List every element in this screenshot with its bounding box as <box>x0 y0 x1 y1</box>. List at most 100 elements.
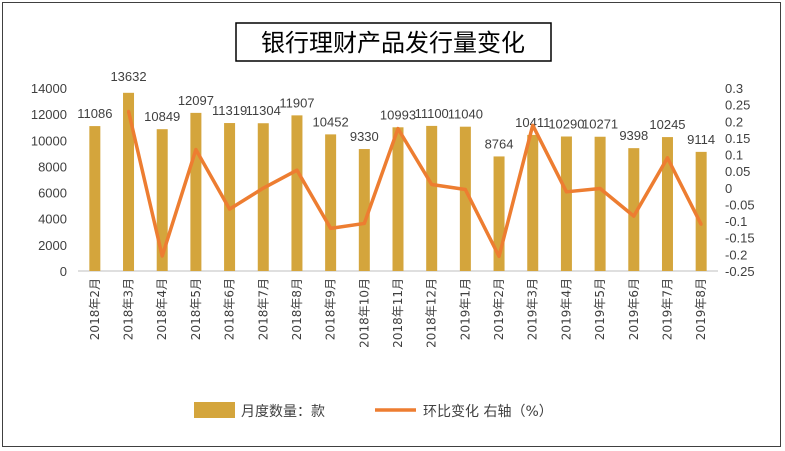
left-tick-label: 8000 <box>38 159 67 174</box>
bar-data-label: 11319 <box>212 103 247 118</box>
bar-data-label: 11907 <box>279 95 314 110</box>
bar <box>392 127 404 271</box>
bar <box>123 92 135 271</box>
bar-data-label: 11040 <box>448 107 483 122</box>
line-point <box>362 221 366 225</box>
bar <box>493 156 505 271</box>
bar-data-label: 10411 <box>515 115 550 130</box>
right-tick-label: -0.15 <box>725 231 755 246</box>
line-point <box>564 190 568 194</box>
bar-data-label: 11304 <box>246 103 281 118</box>
chart-frame: 银行理财产品发行量变化 0 2000 4000 6000 8000 10000 12000 1… <box>2 2 781 447</box>
bar-series <box>89 92 707 272</box>
line-point <box>463 187 467 191</box>
bar <box>190 112 202 271</box>
bar <box>224 123 236 272</box>
line-point <box>228 207 232 211</box>
x-tick-label: 2018年4月 <box>155 278 169 340</box>
line-point <box>598 186 602 190</box>
line-point <box>295 168 299 172</box>
x-tick-label: 2019年7月 <box>660 278 674 340</box>
bar-data-label: 11100 <box>415 106 449 121</box>
line-point <box>160 254 164 258</box>
bar-data-label: 13632 <box>110 69 146 84</box>
right-tick-label: 0.3 <box>725 81 743 96</box>
legend-bar-label: 月度数量：款 <box>241 404 325 420</box>
bar <box>459 126 471 271</box>
line-point <box>665 156 669 160</box>
bar <box>257 123 269 271</box>
x-axis-labels: 2018年2月 2018年3月 2018年4月 2018年5月 2018年6月 2018年… <box>88 278 708 348</box>
x-tick-label: 2019年1月 <box>458 278 472 340</box>
right-tick-label: 0.15 <box>725 131 750 146</box>
bar <box>628 148 640 271</box>
left-tick-label: 10000 <box>31 133 67 148</box>
chart-title-box: 银行理财产品发行量变化 <box>235 22 552 62</box>
x-tick-label: 2019年3月 <box>526 278 540 340</box>
bar-data-label: 9398 <box>619 128 648 143</box>
bar-data-label: 9114 <box>687 132 715 147</box>
bar <box>426 125 438 272</box>
legend-line-label: 环比变化 右轴（%） <box>423 404 553 420</box>
bar-data-label: 10849 <box>144 109 180 124</box>
bar-data-label: 10271 <box>582 117 618 132</box>
bar <box>594 136 606 271</box>
right-tick-label: -0.2 <box>725 247 747 262</box>
bar-data-label: 10290 <box>548 116 584 131</box>
left-tick-label: 0 <box>60 264 67 279</box>
x-tick-label: 2019年4月 <box>559 278 573 340</box>
left-tick-label: 6000 <box>38 186 67 201</box>
bar <box>89 126 101 271</box>
legend-bar-swatch <box>194 402 235 418</box>
bar <box>325 134 337 271</box>
bar-data-label: 8764 <box>485 136 514 151</box>
left-tick-label: 4000 <box>38 212 67 227</box>
line-point <box>329 226 333 230</box>
line-point <box>127 109 131 113</box>
left-tick-label: 2000 <box>38 238 67 253</box>
right-tick-label: -0.05 <box>725 197 755 212</box>
right-tick-label: 0.25 <box>725 98 750 113</box>
x-tick-label: 2018年9月 <box>324 278 338 340</box>
right-tick-label: 0.1 <box>725 148 743 163</box>
x-tick-label: 2018年12月 <box>425 278 439 348</box>
bar-data-label: 12097 <box>178 93 214 108</box>
bar-data-label: 9330 <box>350 129 379 144</box>
line-point <box>497 254 501 258</box>
bar-data-label: 10452 <box>313 114 349 129</box>
line-series <box>126 109 703 259</box>
x-tick-label: 2018年10月 <box>357 278 371 348</box>
bar-data-label: 11086 <box>77 106 112 121</box>
x-tick-label: 2018年8月 <box>290 278 304 340</box>
bar <box>661 137 673 271</box>
line-point <box>699 222 703 226</box>
legend: 月度数量：款 环比变化 右轴（%） <box>194 402 553 420</box>
x-tick-label: 2018年11月 <box>391 278 405 348</box>
line-point <box>194 148 198 152</box>
right-tick-label: 0.2 <box>725 114 743 129</box>
bar <box>560 136 572 271</box>
left-tick-label: 14000 <box>31 81 67 96</box>
bar-data-label: 10993 <box>380 107 416 122</box>
x-tick-label: 2018年2月 <box>88 278 102 340</box>
right-tick-label: 0.05 <box>725 164 750 179</box>
right-tick-label: 0 <box>725 181 732 196</box>
x-tick-label: 2019年5月 <box>593 278 607 340</box>
x-tick-label: 2019年2月 <box>492 278 506 340</box>
bar <box>527 134 539 271</box>
x-tick-label: 2019年8月 <box>694 278 708 340</box>
bar <box>156 129 168 271</box>
line-point <box>396 127 400 131</box>
chart-title: 银行理财产品发行量变化 <box>261 29 525 57</box>
bar <box>358 149 370 271</box>
right-tick-label: -0.1 <box>725 214 747 229</box>
x-tick-label: 2018年7月 <box>256 278 270 340</box>
line-point <box>430 182 434 186</box>
line-point <box>261 186 265 190</box>
right-axis: -0.25-0.2-0.15-0.1-0.0500.050.10.150.20.… <box>725 81 755 279</box>
line-path <box>126 110 703 259</box>
chart-svg: 银行理财产品发行量变化 0 2000 4000 6000 8000 10000 12000 1… <box>31 22 755 420</box>
line-point <box>531 123 535 127</box>
x-tick-label: 2019年6月 <box>627 278 641 340</box>
x-tick-label: 2018年3月 <box>122 278 136 340</box>
